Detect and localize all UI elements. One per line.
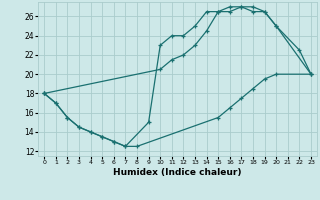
X-axis label: Humidex (Indice chaleur): Humidex (Indice chaleur) (113, 168, 242, 177)
